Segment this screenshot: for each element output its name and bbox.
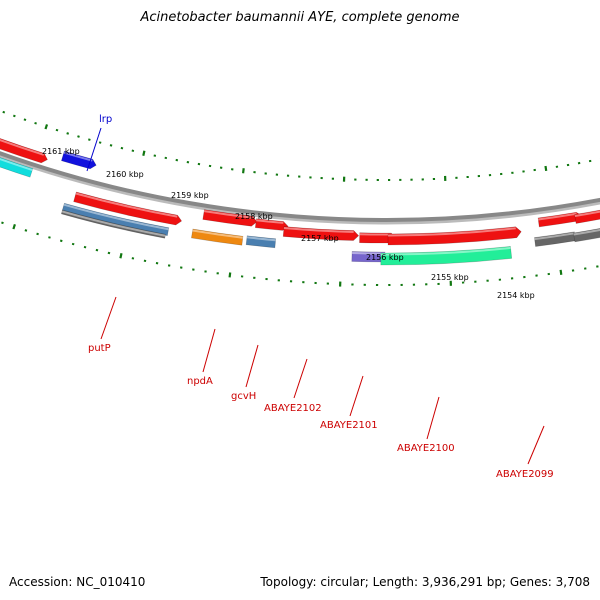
backbone-layer (0, 151, 600, 225)
inner-tick (71, 242, 75, 246)
inner-tick (107, 251, 111, 255)
gene-label: ABAYE2102 (264, 403, 322, 414)
gene-feature (282, 226, 360, 241)
gene-feature (60, 209, 166, 239)
label-layer: 2161 kbp 2160 kbp 2159 kbp 2158 kbp 2157 kbp… (42, 114, 554, 480)
label-leader-line (86, 127, 102, 172)
gene-feature-highlight (75, 192, 178, 218)
inner-tick (228, 272, 232, 278)
ruler-label: 2159 kbp (171, 191, 209, 200)
gene-feature (0, 157, 34, 178)
gene-label: ABAYE2100 (397, 443, 455, 454)
outer-tick (2, 110, 6, 114)
ruler-label: 2158 kbp (235, 212, 273, 221)
ruler-label: 2160 kbp (106, 170, 144, 179)
gene-feature (573, 228, 600, 243)
accession-text: Accession: NC_010410 (9, 575, 146, 589)
outer-tick (23, 118, 27, 121)
inner-tick (48, 236, 51, 239)
label-leader-line (202, 328, 216, 373)
gene-feature-highlight (246, 236, 276, 242)
inner-tick (83, 245, 87, 249)
gene-label: ABAYE2101 (320, 420, 378, 431)
outer-tick (55, 128, 59, 132)
gene-label: lrp (99, 114, 112, 125)
genome-backbone (0, 151, 600, 222)
gene-feature-highlight (203, 210, 253, 219)
outer-tick (142, 150, 146, 156)
feature-layer (0, 138, 600, 266)
outer-tick (109, 144, 113, 147)
gene-feature (61, 150, 97, 170)
inner-tick (36, 232, 39, 236)
outer-tick (44, 124, 49, 130)
inner-tick (559, 269, 563, 275)
gene-feature-highlight (63, 203, 169, 231)
outer-tick (242, 168, 245, 174)
ruler-label: 2161 kbp (42, 147, 80, 156)
tick-layer (1, 110, 600, 287)
outer-tick (34, 121, 37, 125)
gene-feature-highlight (573, 228, 600, 236)
gene-feature (387, 226, 522, 246)
gene-feature (574, 209, 600, 224)
ruler-label: 2155 kbp (431, 273, 469, 282)
gene-feature-highlight (380, 246, 511, 256)
inner-tick (119, 253, 123, 259)
label-leader-line (245, 344, 259, 388)
ruler-label: 2154 kbp (497, 291, 535, 300)
gene-feature (245, 235, 277, 249)
outer-tick (98, 141, 102, 144)
gene-feature (0, 138, 48, 164)
label-leader-line (100, 296, 117, 340)
inner-tick (59, 239, 63, 243)
outer-tick (88, 138, 91, 141)
outer-tick (120, 146, 124, 150)
gene-label: gcvH (231, 391, 256, 402)
gene-feature-highlight (0, 158, 33, 171)
gene-label: npdA (187, 376, 213, 387)
inner-tick (24, 229, 28, 232)
gene-feature-highlight (538, 212, 577, 221)
topology-text: Topology: circular; Length: 3,936,291 bp… (260, 575, 590, 589)
label-leader-line (527, 425, 545, 465)
gene-feature-highlight (283, 227, 354, 234)
outer-tick (12, 114, 16, 118)
inner-tick (95, 248, 99, 252)
gene-feature (380, 246, 513, 266)
outer-tick (544, 165, 548, 172)
label-leader-line (293, 358, 308, 399)
gene-feature-highlight (388, 227, 516, 237)
ruler-label: 2156 kbp (366, 253, 404, 262)
gene-label: putP (88, 343, 111, 354)
gene-feature-highlight (63, 151, 93, 162)
gene-feature-highlight (192, 229, 243, 239)
gene-label: ABAYE2099 (496, 469, 554, 480)
label-leader-line (426, 396, 440, 440)
gene-feature-highlight (574, 210, 600, 218)
gene-feature-highlight (0, 138, 45, 156)
outer-tick (66, 132, 70, 135)
gene-feature (202, 209, 258, 227)
gene-feature (191, 228, 244, 246)
gene-feature-highlight (256, 219, 284, 224)
gene-feature (73, 191, 183, 226)
outer-tick (131, 149, 135, 152)
label-leader-line (349, 375, 364, 417)
gene-feature-highlight (61, 210, 166, 237)
outer-tick (77, 135, 80, 138)
map-title: Acinetobacter baumannii AYE, complete ge… (140, 10, 460, 25)
inner-tick (1, 221, 4, 225)
inner-tick (12, 223, 16, 230)
ruler-label: 2157 kbp (301, 234, 339, 243)
